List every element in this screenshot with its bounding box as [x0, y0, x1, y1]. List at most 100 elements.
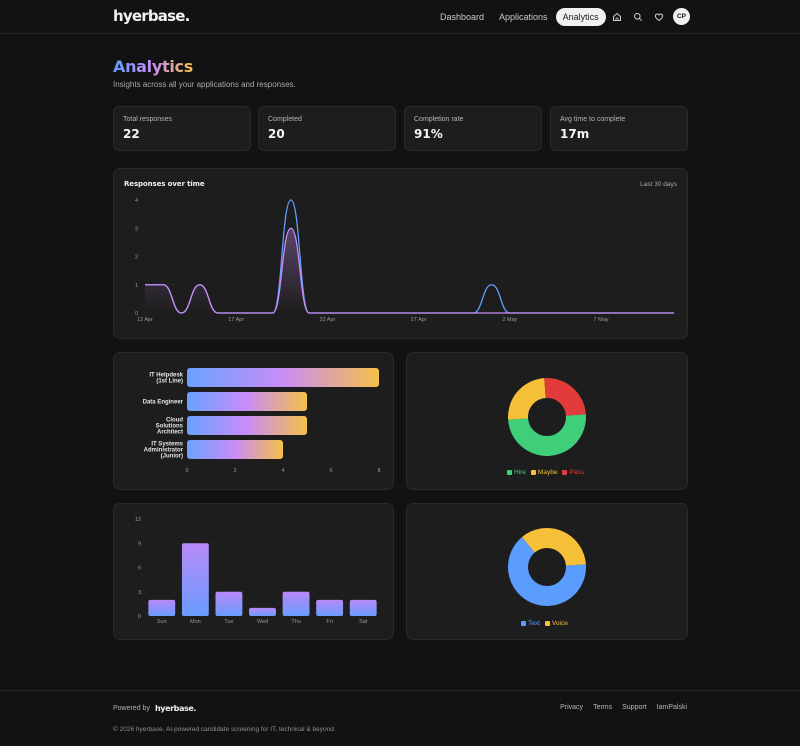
y-tick-label: 9 — [138, 541, 141, 547]
stat-label: Total responses — [123, 116, 173, 123]
stat-label: Avg time to complete — [560, 116, 626, 123]
roles-bar-chart: IT Helpdesk(1st Line) Data Engineer CloudS… — [143, 368, 381, 474]
legend-label: Voice — [551, 620, 568, 627]
bar — [316, 599, 344, 616]
x-tick-label: 17 Apr — [228, 317, 244, 323]
bar — [215, 591, 243, 616]
x-tick-label: 6 — [329, 468, 332, 474]
x-tick-label: Wed — [257, 619, 268, 625]
bar — [187, 416, 307, 435]
response-type-legend: Text Voice — [521, 620, 573, 627]
y-tick-label: 0 — [138, 614, 141, 620]
legend-item-hire: Hire — [507, 469, 526, 476]
heart-icon[interactable] — [652, 10, 666, 24]
legend-swatch — [544, 621, 550, 626]
series-line — [145, 227, 674, 314]
donut-slice — [508, 414, 586, 456]
x-tick-label: 2 May — [502, 317, 517, 323]
x-tick-label: Thu — [291, 619, 300, 625]
legend-item-maybe: Maybe — [530, 469, 558, 476]
stat-value: 20 — [268, 127, 285, 141]
x-tick-label: Sun — [157, 619, 167, 625]
legend-item-pass: Pass — [562, 469, 584, 476]
legend-label: Text — [528, 620, 540, 627]
bar — [181, 543, 209, 616]
category-label: (Junior) — [161, 454, 183, 460]
x-tick-label: Tue — [224, 619, 233, 625]
nav-links: Dashboard Applications Analytics — [433, 8, 607, 26]
donut-slice — [544, 378, 586, 417]
weekday-bar-panel: 0 3 6 9 12 Sun Mon Tue Wed Thu Fri Sat — [113, 503, 394, 640]
footer-logo[interactable]: hyerbase. — [154, 704, 197, 713]
legend-swatch — [562, 470, 568, 475]
x-tick-label: 27 Apr — [411, 317, 427, 323]
stat-label: Completion rate — [414, 116, 464, 123]
stat-value: 22 — [123, 127, 140, 141]
footer-link-privacy[interactable]: Privacy — [560, 704, 584, 711]
legend-swatch — [530, 470, 536, 475]
decision-legend: Hire Maybe Pass — [507, 469, 589, 476]
footer-link-social[interactable]: IamPalski — [656, 704, 687, 711]
page-subtitle: Insights across all your applications an… — [113, 80, 296, 89]
x-tick-label: 8 — [377, 468, 380, 474]
bar — [249, 607, 276, 616]
x-tick-label: 0 — [185, 468, 188, 474]
stat-card-total-responses: Total responses 22 — [113, 106, 251, 151]
responses-over-time-panel: Responses over time Last 30 days 0 1 2 3 4 12… — [113, 168, 688, 339]
bar — [282, 591, 310, 616]
stat-value: 17m — [560, 127, 590, 141]
category-label: Solutions — [156, 424, 184, 430]
search-icon[interactable] — [631, 10, 645, 24]
x-tick-label: 7 May — [594, 317, 609, 323]
response-type-donut-chart — [508, 528, 586, 606]
stat-value: 91% — [414, 127, 443, 141]
category-label: (1st Line) — [156, 379, 183, 385]
decision-donut-chart — [508, 378, 586, 456]
stat-card-completed: Completed 20 — [258, 106, 396, 151]
x-tick-label: 4 — [281, 468, 284, 474]
nav-link-applications[interactable]: Applications — [499, 12, 548, 22]
brand-logo[interactable]: hyerbase. — [113, 7, 190, 25]
legend-label: Hire — [514, 469, 526, 476]
y-tick-label: 0 — [135, 311, 138, 317]
x-tick-label: Sat — [359, 619, 368, 625]
footer-links: Privacy Terms Support IamPalski — [550, 704, 687, 711]
x-tick-label: Fri — [326, 619, 332, 625]
donut-slice — [521, 528, 586, 567]
home-icon[interactable] — [610, 10, 624, 24]
response-type-donut-panel: Text Voice — [406, 503, 688, 640]
x-tick-label: 12 Apr — [137, 317, 153, 323]
powered-by: Powered by hyerbase. — [113, 704, 196, 713]
stat-card-completion-rate: Completion rate 91% — [404, 106, 542, 151]
footer-link-terms[interactable]: Terms — [593, 704, 613, 711]
roles-bar-panel: IT Helpdesk (1st Line) Data Engineer Cloud S… — [113, 352, 394, 490]
nav-link-analytics[interactable]: Analytics — [555, 8, 606, 26]
y-tick-label: 2 — [135, 255, 138, 261]
line-chart: 0 1 2 3 4 12 Apr 17 Apr 22 Apr 27 Apr 2 May 7 May — [135, 198, 674, 323]
decision-donut-panel: Hire Maybe Pass — [406, 352, 688, 490]
page-title: Analytics — [113, 57, 193, 76]
category-label: IT Systems — [151, 441, 183, 447]
y-tick-label: 1 — [135, 283, 138, 289]
y-tick-label: 3 — [135, 226, 138, 232]
chart-title: Responses over time — [124, 180, 205, 188]
powered-by-label: Powered by — [113, 705, 150, 712]
footer: Powered by hyerbase. Privacy Terms Suppo… — [0, 690, 800, 746]
date-range-label[interactable]: Last 30 days — [640, 181, 677, 188]
x-tick-label: Mon — [190, 619, 201, 625]
y-tick-label: 3 — [138, 590, 141, 596]
stat-card-avg-time: Avg time to complete 17m — [550, 106, 688, 151]
x-tick-label: 2 — [233, 468, 236, 474]
donut-slice — [508, 537, 586, 606]
y-tick-label: 4 — [135, 198, 138, 204]
y-tick-label: 12 — [135, 517, 141, 523]
nav-link-dashboard[interactable]: Dashboard — [440, 12, 485, 22]
footer-link-support[interactable]: Support — [622, 704, 647, 711]
legend-item-text: Text — [521, 620, 540, 627]
category-label: Architect — [157, 430, 183, 436]
legend-label: Maybe — [537, 469, 558, 476]
bar — [187, 368, 379, 387]
bar — [187, 392, 307, 411]
avatar[interactable]: CP — [673, 8, 690, 25]
category-label: Data Engineer — [143, 400, 184, 406]
